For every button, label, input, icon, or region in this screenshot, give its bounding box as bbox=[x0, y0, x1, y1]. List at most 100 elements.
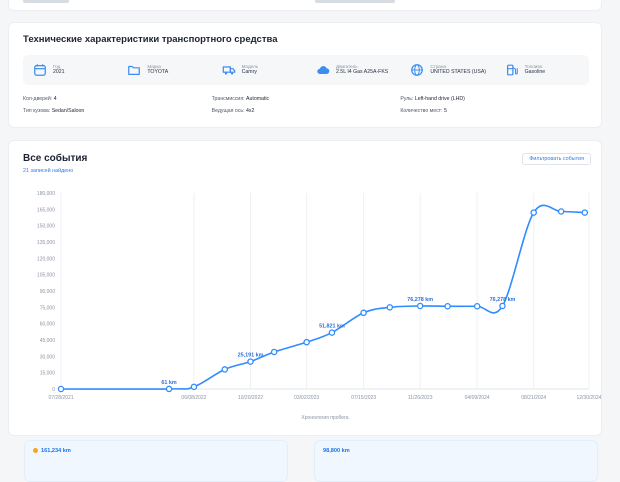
data-point bbox=[328, 329, 336, 336]
y-tick-label: 150,000 bbox=[37, 224, 55, 230]
summary-placeholder bbox=[315, 0, 395, 3]
specs-extra-row: Тип кузова: Sedan/Saloon Ведущая ось: 4x… bbox=[23, 105, 589, 117]
spec-drive-axle: Ведущая ось: 4x2 bbox=[212, 108, 401, 114]
spec-label: Двигатель bbox=[335, 64, 358, 70]
data-point bbox=[581, 209, 589, 216]
spec-extra-label: Количество мест: bbox=[400, 108, 443, 114]
data-point bbox=[530, 209, 537, 216]
spec-seats: Количество мест: 5 bbox=[400, 108, 589, 114]
spec-value: Camry bbox=[241, 68, 257, 75]
events-count-link[interactable]: 21 записей найдено bbox=[23, 168, 74, 174]
data-point bbox=[247, 358, 254, 365]
spec-label: Страна bbox=[430, 64, 446, 70]
data-point bbox=[473, 302, 481, 310]
specs-extra: Кол-дверей: 4 Трансмиссия: Automatic Рул… bbox=[23, 93, 589, 117]
vehicle-specs-card: Технические характеристики транспортного… bbox=[8, 22, 602, 128]
spec-value: Gasoline bbox=[524, 68, 546, 75]
data-point bbox=[499, 302, 506, 310]
x-tick-label: 03/02/2023 bbox=[294, 395, 319, 401]
spec-extra-value: 4x2 bbox=[246, 108, 255, 114]
spec-extra-value: Left-hand drive (LHD) bbox=[414, 96, 465, 102]
data-point bbox=[416, 302, 424, 310]
summary-placeholder bbox=[23, 0, 69, 3]
data-point bbox=[303, 338, 310, 346]
data-point bbox=[57, 385, 65, 393]
globe-icon bbox=[411, 64, 424, 76]
stat-card: 161,234 km bbox=[24, 440, 288, 482]
x-tick-label: 12/30/2024 bbox=[576, 395, 601, 401]
specs-title: Технические характеристики транспортного… bbox=[23, 34, 278, 45]
y-tick-label: 105,000 bbox=[37, 273, 55, 279]
x-tick-label: 07/15/2023 bbox=[351, 395, 376, 401]
summary-card bbox=[8, 0, 602, 11]
x-tick-label: 04/09/2024 bbox=[465, 395, 490, 401]
data-point bbox=[360, 309, 367, 317]
data-point bbox=[270, 348, 278, 356]
x-tick-label: 08/21/2024 bbox=[521, 395, 546, 401]
data-label: 61 km bbox=[161, 380, 176, 386]
spec-value: UNITED STATES (USA) bbox=[430, 68, 487, 75]
filter-events-button[interactable]: Фильтровать события bbox=[522, 153, 591, 165]
spec-label: Модель bbox=[241, 64, 259, 70]
stat-value: 98,800 km bbox=[323, 448, 350, 454]
spec-transmission: Трансмиссия: Automatic bbox=[212, 96, 401, 102]
y-tick-label: 45,000 bbox=[40, 338, 56, 344]
spec-extra-label: Кол-дверей: bbox=[23, 96, 53, 102]
specs-extra-row: Кол-дверей: 4 Трансмиссия: Automatic Рул… bbox=[23, 93, 589, 105]
folder-icon bbox=[128, 65, 141, 75]
data-point bbox=[190, 383, 198, 391]
spec-year: Год 2021 bbox=[23, 55, 117, 85]
spec-extra-label: Руль: bbox=[400, 96, 414, 102]
data-point bbox=[557, 208, 565, 215]
y-tick-label: 165,000 bbox=[37, 207, 55, 213]
spec-make: Марка TOYOTA bbox=[117, 55, 211, 85]
specs-row: Год 2021 Марка TOYOTA Модель Camry Двигател… bbox=[23, 55, 589, 85]
spec-engine: Двигатель 2.5L I4 Gas A25A-FKS bbox=[306, 55, 400, 85]
data-label: 25,191 km bbox=[238, 353, 264, 359]
mileage-chart: 07/28/2021 06/08/2022 10/20/2022 03/02/2023… bbox=[37, 191, 601, 421]
spec-value: 2021 bbox=[53, 68, 65, 75]
spec-extra-value: 5 bbox=[443, 108, 447, 114]
stat-value-text: 161,234 km bbox=[41, 448, 71, 454]
y-tick-label: 135,000 bbox=[37, 240, 55, 246]
y-tick-label: 180,000 bbox=[37, 191, 55, 197]
x-tick-label: 10/20/2022 bbox=[238, 395, 263, 401]
data-label: 76,278 km bbox=[407, 297, 433, 303]
spec-steering: Руль: Left-hand drive (LHD) bbox=[400, 96, 589, 102]
x-tick-label: 07/28/2021 bbox=[48, 395, 73, 401]
warning-dot-icon bbox=[33, 448, 38, 454]
data-label: 51,821 km bbox=[319, 324, 345, 330]
y-tick-label: 75,000 bbox=[40, 305, 56, 311]
spec-label: Топливо bbox=[524, 64, 543, 70]
data-point bbox=[221, 366, 229, 373]
spec-extra-label: Ведущая ось: bbox=[211, 108, 245, 114]
events-title: Все события bbox=[23, 153, 88, 164]
spec-extra-value: Sedan/Saloon bbox=[51, 108, 85, 114]
spec-extra-label: Тип кузова: bbox=[23, 108, 51, 114]
spec-extra-value: Automatic bbox=[246, 96, 270, 102]
events-card: 07/28/2021 06/08/2022 10/20/2022 03/02/2023… bbox=[8, 140, 602, 436]
x-axis-title: Хронология пробега bbox=[301, 415, 348, 421]
spec-fuel: Топливо Gasoline bbox=[495, 55, 589, 85]
calendar-icon bbox=[34, 64, 46, 76]
stat-value: 161,234 km bbox=[33, 448, 71, 454]
spec-body-type: Тип кузова: Sedan/Saloon bbox=[23, 108, 212, 114]
data-point bbox=[165, 385, 173, 393]
fuel-icon bbox=[506, 64, 518, 76]
data-label: 76,278 km bbox=[490, 297, 516, 303]
y-tick-label: 120,000 bbox=[37, 256, 55, 262]
data-point bbox=[444, 302, 451, 310]
spec-value: TOYOTA bbox=[147, 68, 169, 75]
x-tick-label: 06/08/2022 bbox=[181, 395, 206, 401]
y-tick-label: 0 bbox=[52, 387, 55, 393]
data-point bbox=[386, 304, 394, 311]
spec-model: Модель Camry bbox=[212, 55, 306, 85]
stat-card: 98,800 km bbox=[314, 440, 598, 482]
spec-extra-value: 4 bbox=[53, 96, 57, 102]
spec-doors: Кол-дверей: 4 bbox=[23, 96, 212, 102]
y-tick-label: 15,000 bbox=[40, 371, 56, 377]
cloud-engine-icon bbox=[317, 66, 330, 74]
x-tick-label: 11/26/2023 bbox=[408, 395, 433, 401]
y-tick-label: 90,000 bbox=[40, 289, 56, 295]
spec-label: Год bbox=[53, 64, 61, 70]
